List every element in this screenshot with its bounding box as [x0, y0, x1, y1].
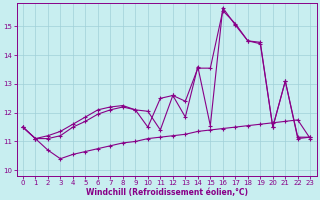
X-axis label: Windchill (Refroidissement éolien,°C): Windchill (Refroidissement éolien,°C): [85, 188, 248, 197]
